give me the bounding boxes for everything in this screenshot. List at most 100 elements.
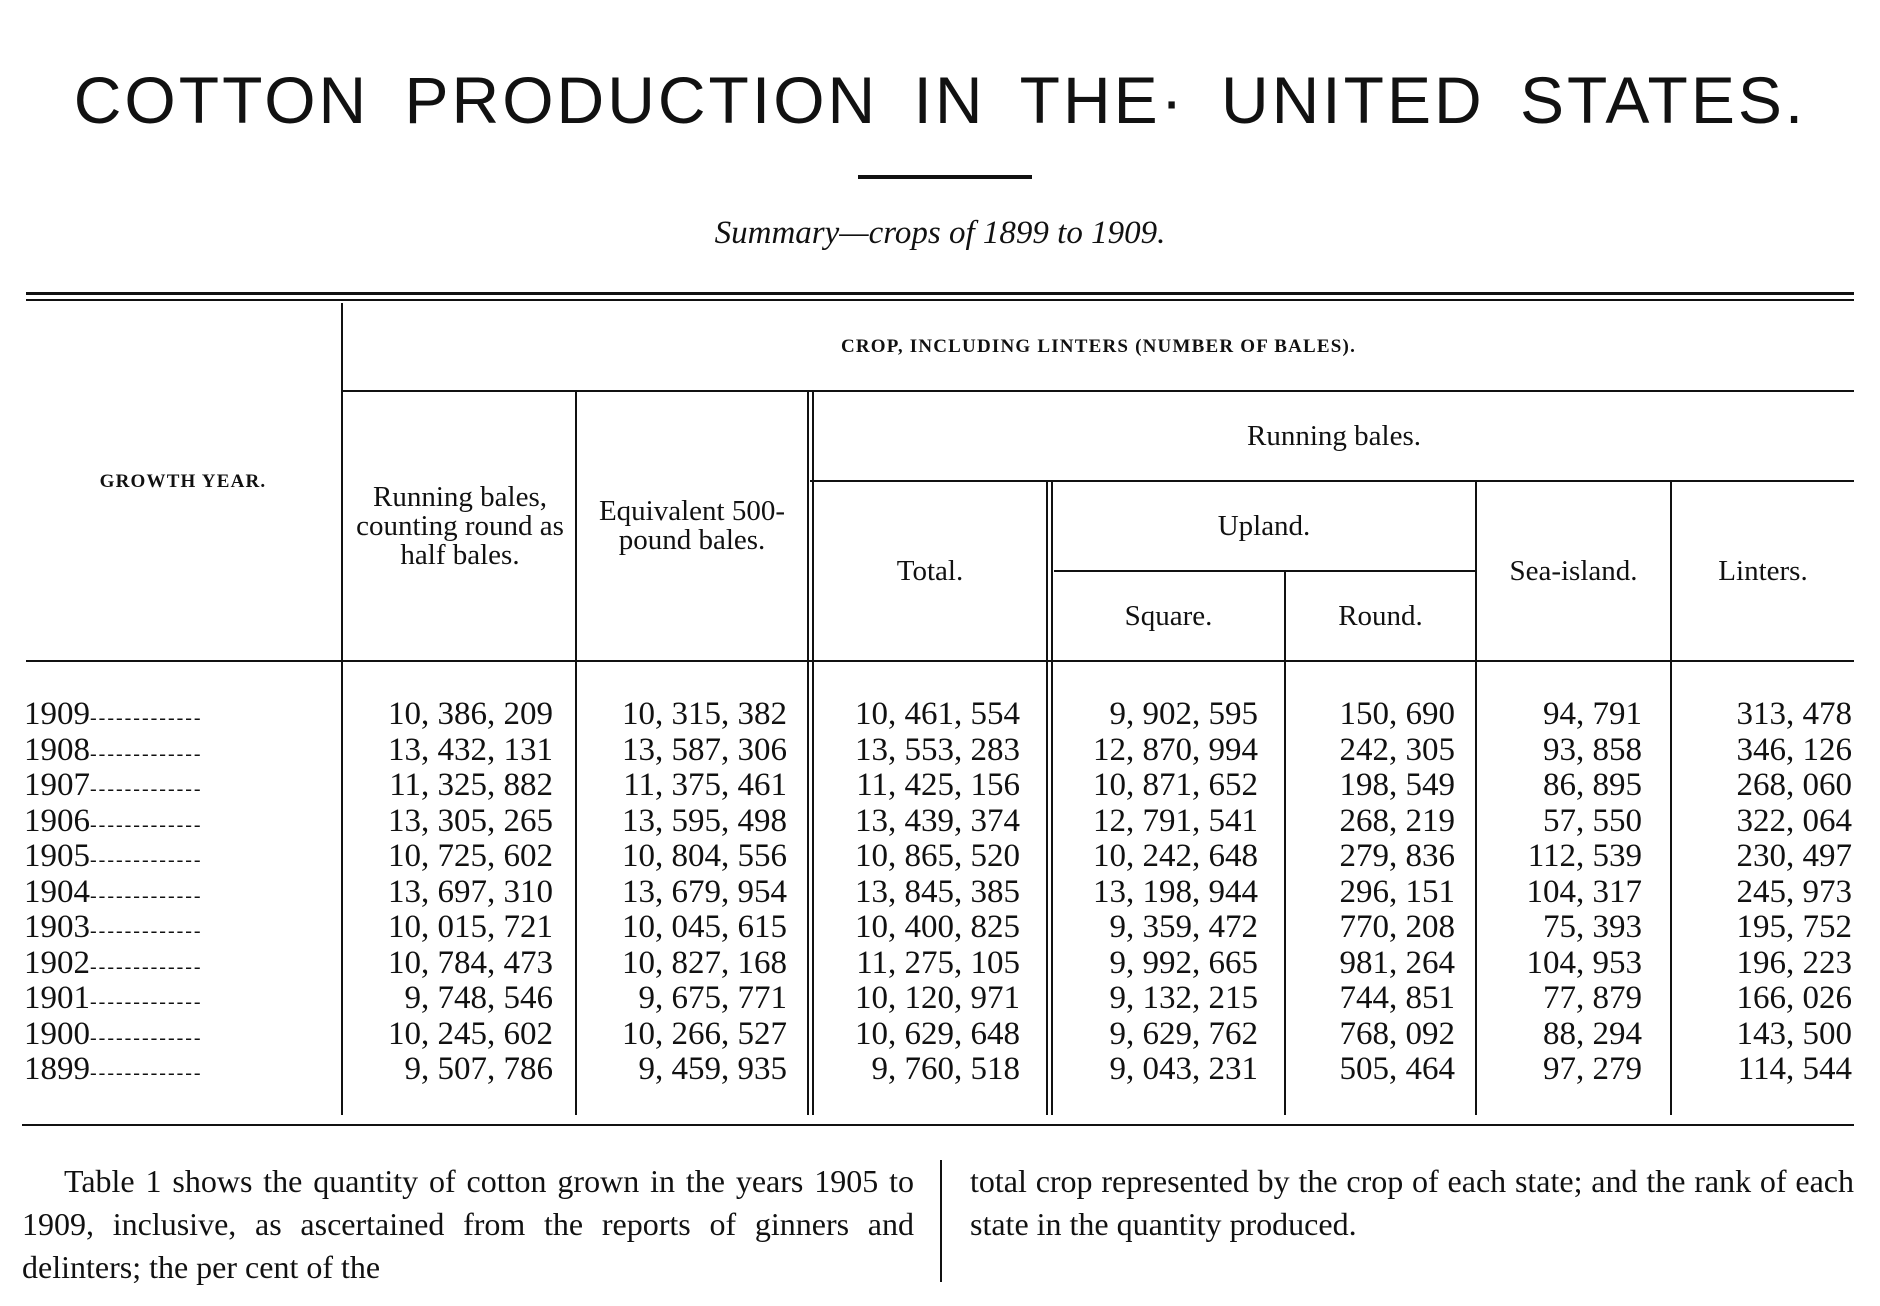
leader-dots: -------------: [90, 814, 203, 836]
cell-running-half: 13, 697, 310: [388, 874, 553, 910]
row-year: 1902: [24, 945, 90, 981]
prose-column-divider: [940, 1160, 942, 1282]
col-header-square: Square.: [1124, 599, 1213, 632]
cell-equivalent: 9, 459, 935: [638, 1051, 788, 1087]
cell-sea-island: 104, 953: [1526, 945, 1643, 981]
row-year: 1900: [24, 1016, 90, 1052]
cell-square: 9, 629, 762: [1109, 1016, 1259, 1052]
cell-sea-island: 88, 294: [1543, 1016, 1642, 1052]
prose-right-column: total crop represented by the crop of ea…: [970, 1163, 1854, 1242]
col-divider-total-a: [1046, 482, 1048, 1115]
cell-square: 9, 043, 231: [1109, 1051, 1259, 1087]
leader-dots: -------------: [90, 1062, 203, 1084]
row-year-cell: 1902-------------: [24, 945, 334, 981]
table-bottom-rule: [22, 1124, 1854, 1126]
cell-square: 9, 992, 665: [1109, 945, 1259, 981]
cell-total: 11, 275, 105: [856, 945, 1020, 981]
cell-square: 9, 359, 472: [1109, 909, 1259, 945]
table-top-rule-inner: [26, 299, 1854, 301]
row-year: 1906: [24, 803, 90, 839]
col-divider-equivalent-b: [812, 392, 814, 1115]
col-header-equivalent: Equivalent 500-pound bales.: [598, 495, 786, 556]
group-header-rule: [342, 390, 1854, 392]
cell-sea-island: 75, 393: [1543, 909, 1642, 945]
upland-rule: [1054, 570, 1476, 572]
cell-square: 9, 902, 595: [1109, 696, 1259, 732]
row-year: 1905: [24, 838, 90, 874]
row-year-cell: 1908-------------: [24, 732, 334, 768]
cell-equivalent: 13, 595, 498: [622, 803, 787, 839]
cell-equivalent: 10, 315, 382: [622, 696, 787, 732]
leader-dots: -------------: [90, 991, 203, 1013]
cell-round: 198, 549: [1339, 767, 1456, 803]
cell-linters: 143, 500: [1736, 1016, 1853, 1052]
cell-linters: 313, 478: [1736, 696, 1853, 732]
row-year: 1899: [24, 1051, 90, 1087]
leader-dots: -------------: [90, 885, 203, 907]
cell-total: 10, 865, 520: [855, 838, 1020, 874]
growth-year-header: GROWTH YEAR.: [99, 470, 267, 492]
cell-equivalent: 10, 045, 615: [622, 909, 787, 945]
row-year-cell: 1903-------------: [24, 909, 334, 945]
row-year-cell: 1907-------------: [24, 767, 334, 803]
cell-sea-island: 94, 791: [1543, 696, 1642, 732]
row-year: 1903: [24, 909, 90, 945]
row-year-cell: 1904-------------: [24, 874, 334, 910]
cell-equivalent: 10, 804, 556: [622, 838, 787, 874]
header-bottom-rule: [26, 660, 1854, 662]
title-divider: [858, 175, 1032, 179]
cell-total: 11, 425, 156: [856, 767, 1020, 803]
col-divider-running-half: [575, 392, 577, 1115]
cell-linters: 346, 126: [1736, 732, 1853, 768]
cell-sea-island: 97, 279: [1543, 1051, 1642, 1087]
col-header-linters: Linters.: [1718, 554, 1808, 587]
crop-group-header: CROP, INCLUDING LINTERS (NUMBER OF BALES…: [840, 335, 1357, 357]
col-divider-round: [1475, 482, 1477, 1115]
table-top-rule: [26, 292, 1854, 295]
cell-running-half: 10, 725, 602: [388, 838, 553, 874]
cell-round: 770, 208: [1339, 909, 1456, 945]
cell-running-half: 9, 507, 786: [404, 1051, 554, 1087]
cell-square: 12, 791, 541: [1093, 803, 1258, 839]
col-divider-sea-island: [1670, 482, 1672, 1115]
cell-round: 242, 305: [1339, 732, 1456, 768]
col-header-sea-island: Sea-island.: [1509, 554, 1638, 587]
cell-linters: 195, 752: [1736, 909, 1853, 945]
cell-square: 10, 242, 648: [1093, 838, 1258, 874]
cell-linters: 166, 026: [1736, 980, 1853, 1016]
col-divider-equivalent-a: [807, 392, 809, 1115]
leader-dots: -------------: [90, 956, 203, 978]
cell-square: 9, 132, 215: [1109, 980, 1259, 1016]
cell-sea-island: 93, 858: [1543, 732, 1642, 768]
cell-square: 12, 870, 994: [1093, 732, 1258, 768]
cell-total: 10, 461, 554: [855, 696, 1020, 732]
col-header-running-half: Running bales, counting round as half ba…: [356, 480, 564, 571]
cell-round: 768, 092: [1339, 1016, 1456, 1052]
cell-sea-island: 86, 895: [1543, 767, 1642, 803]
cell-sea-island: 77, 879: [1543, 980, 1642, 1016]
cell-running-half: 10, 386, 209: [388, 696, 553, 732]
cell-sea-island: 112, 539: [1527, 838, 1642, 874]
row-year: 1909: [24, 696, 90, 732]
row-year-cell: 1899-------------: [24, 1051, 334, 1087]
cell-total: 10, 120, 971: [855, 980, 1020, 1016]
running-bales-rule: [810, 480, 1854, 482]
cell-round: 505, 464: [1339, 1051, 1456, 1087]
cell-running-half: 9, 748, 546: [404, 980, 554, 1016]
leader-dots: -------------: [90, 849, 203, 871]
page-subtitle: Summary—crops of 1899 to 1909.: [714, 215, 1166, 251]
row-year-cell: 1906-------------: [24, 803, 334, 839]
cell-total: 13, 439, 374: [855, 803, 1020, 839]
leader-dots: -------------: [90, 778, 203, 800]
row-year-cell: 1900-------------: [24, 1016, 334, 1052]
col-divider-year: [341, 303, 343, 1115]
cell-linters: 114, 544: [1737, 1051, 1852, 1087]
cell-linters: 322, 064: [1736, 803, 1853, 839]
leader-dots: -------------: [90, 1027, 203, 1049]
cell-round: 150, 690: [1339, 696, 1456, 732]
cell-running-half: 10, 245, 602: [388, 1016, 553, 1052]
leader-dots: -------------: [90, 743, 203, 765]
col-header-total: Total.: [896, 554, 964, 587]
row-year: 1908: [24, 732, 90, 768]
leader-dots: -------------: [90, 920, 203, 942]
